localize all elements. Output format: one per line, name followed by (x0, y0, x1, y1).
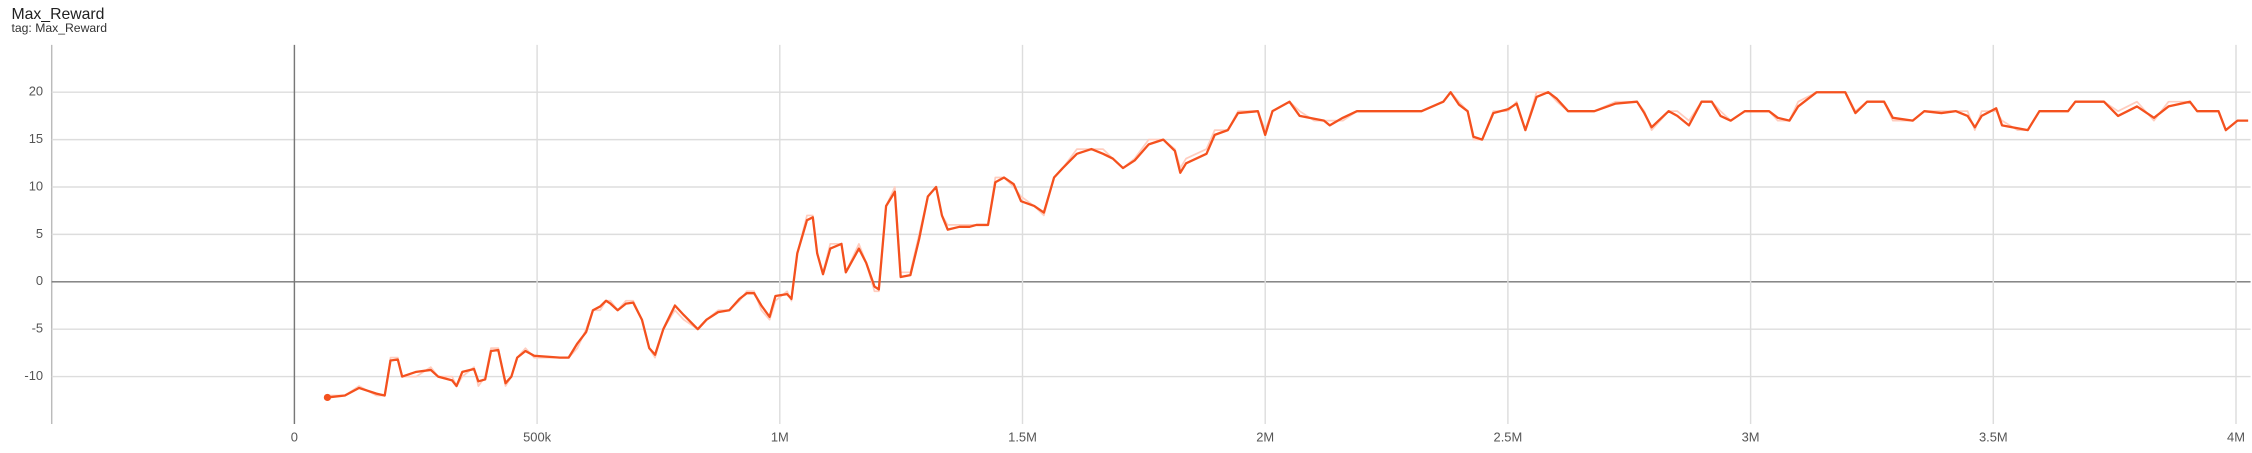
x-tick-label: 2M (1256, 430, 1274, 445)
smoothed-line (327, 91, 2249, 399)
start-point (323, 393, 332, 402)
x-tick-label: 1.5M (1008, 430, 1037, 445)
x-tick-label: 2.5M (1494, 430, 1523, 445)
chart-subtitle: tag: Max_Reward (11, 21, 107, 35)
chart-title: Max_Reward (11, 6, 104, 23)
y-tick-label: -10 (24, 368, 43, 383)
x-tick-label: 0 (291, 430, 298, 445)
y-tick-label: 15 (29, 131, 43, 146)
x-tick-label: 3M (1742, 430, 1760, 445)
y-tick-label: 10 (29, 178, 43, 193)
x-tick-label: 1M (771, 430, 789, 445)
x-tick-label: 3.5M (1979, 430, 2008, 445)
x-tick-label: 4M (2227, 430, 2245, 445)
y-tick-label: 5 (36, 226, 43, 241)
y-tick-label: 20 (29, 84, 43, 99)
raw-line (327, 91, 2249, 397)
y-tick-label: 0 (36, 273, 43, 288)
x-tick-label: 500k (523, 430, 552, 445)
y-tick-label: -5 (32, 321, 43, 336)
